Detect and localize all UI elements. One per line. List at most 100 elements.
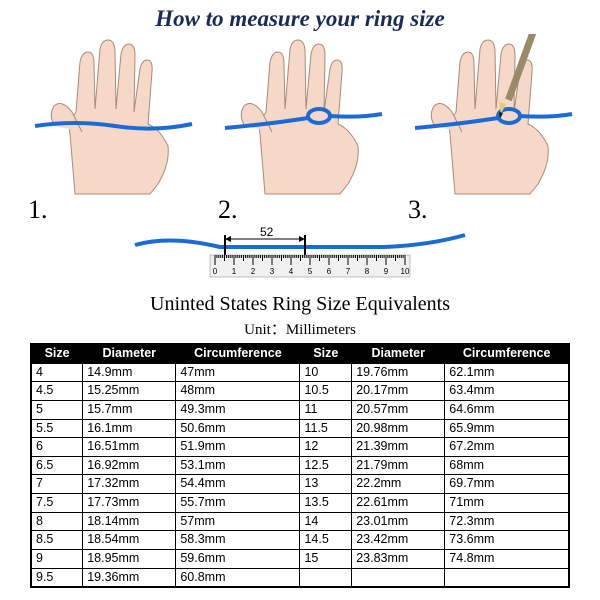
table-cell: 10 [300,363,352,382]
table-cell: 6 [31,438,83,457]
table-cell: 16.92mm [83,456,176,475]
step-3: 3. [400,34,580,229]
table-row: 5.516.1mm50.6mm11.520.98mm65.9mm [31,419,569,438]
table-cell: 68mm [445,456,569,475]
table-title: Uninted States Ring Size Equivalents [0,293,600,316]
table-cell: 19.36mm [83,568,176,587]
step-number-2: 2. [218,195,238,225]
table-cell: 59.6mm [176,549,300,568]
ruler-section: 52 012345678910 [130,227,470,287]
step-number-3: 3. [408,195,428,225]
table-cell: 23.83mm [352,549,445,568]
svg-text:7: 7 [346,267,351,276]
table-cell: 12 [300,438,352,457]
table-cell: 51.9mm [176,438,300,457]
table-cell [352,568,445,587]
svg-text:0: 0 [213,267,218,276]
table-cell: 60.8mm [176,568,300,587]
table-cell: 18.54mm [83,531,176,550]
table-cell: 17.73mm [83,494,176,513]
hand-illustration-2 [210,34,390,199]
table-cell: 20.17mm [352,382,445,401]
table-row: 918.95mm59.6mm1523.83mm74.8mm [31,549,569,568]
table-cell: 14 [300,512,352,531]
table-row: 4.515.25mm48mm10.520.17mm63.4mm [31,382,569,401]
table-body: 414.9mm47mm1019.76mm62.1mm4.515.25mm48mm… [31,363,569,587]
table-cell: 57mm [176,512,300,531]
table-cell: 48mm [176,382,300,401]
table-unit: Unit：Millimeters [0,318,600,339]
table-cell: 9.5 [31,568,83,587]
svg-text:1: 1 [232,267,237,276]
table-cell: 17.32mm [83,475,176,494]
table-row: 7.517.73mm55.7mm13.522.61mm71mm [31,494,569,513]
table-cell: 19.76mm [352,363,445,382]
table-cell: 18.95mm [83,549,176,568]
table-cell: 22.61mm [352,494,445,513]
table-cell: 67.2mm [445,438,569,457]
table-cell: 13.5 [300,494,352,513]
steps-row: 1. 2. [0,32,600,227]
step-2: 2. [210,34,390,229]
table-cell: 14.9mm [83,363,176,382]
table-cell: 63.4mm [445,382,569,401]
table-row: 8.518.54mm58.3mm14.523.42mm73.6mm [31,531,569,550]
table-cell: 12.5 [300,456,352,475]
table-col-header: Size [300,344,352,363]
table-cell: 21.39mm [352,438,445,457]
table-row: 414.9mm47mm1019.76mm62.1mm [31,363,569,382]
table-cell [445,568,569,587]
table-cell: 55.7mm [176,494,300,513]
table-row: 6.516.92mm53.1mm12.521.79mm68mm [31,456,569,475]
step-1: 1. [20,34,200,229]
table-col-header: Diameter [352,344,445,363]
table-cell: 53.1mm [176,456,300,475]
table-cell: 13 [300,475,352,494]
table-cell: 23.42mm [352,531,445,550]
table-cell: 16.51mm [83,438,176,457]
table-header: SizeDiameterCircumferenceSizeDiameterCir… [31,344,569,363]
table-cell: 54.4mm [176,475,300,494]
measurement-label: 52 [260,227,274,239]
table-cell: 47mm [176,363,300,382]
table-cell: 15 [300,549,352,568]
table-cell: 18.14mm [83,512,176,531]
table-cell: 11 [300,400,352,419]
svg-text:9: 9 [384,267,389,276]
hand-illustration-1 [20,34,200,199]
table-cell: 20.98mm [352,419,445,438]
table-cell: 4 [31,363,83,382]
table-col-header: Circumference [176,344,300,363]
table-cell: 58.3mm [176,531,300,550]
table-cell: 5.5 [31,419,83,438]
table-col-header: Diameter [83,344,176,363]
svg-text:3: 3 [270,267,275,276]
table-cell: 7 [31,475,83,494]
table-cell: 8 [31,512,83,531]
step-number-1: 1. [28,195,48,225]
table-cell: 14.5 [300,531,352,550]
table-row: 616.51mm51.9mm1221.39mm67.2mm [31,438,569,457]
table-cell: 21.79mm [352,456,445,475]
table-cell: 50.6mm [176,419,300,438]
table-cell: 10.5 [300,382,352,401]
table-cell: 9 [31,549,83,568]
svg-text:5: 5 [308,267,313,276]
svg-text:2: 2 [251,267,256,276]
svg-text:8: 8 [365,267,370,276]
table-row: 717.32mm54.4mm1322.2mm69.7mm [31,475,569,494]
table-cell: 72.3mm [445,512,569,531]
svg-text:6: 6 [327,267,332,276]
table-cell: 4.5 [31,382,83,401]
ruler-illustration: 52 012345678910 [130,227,470,287]
table-cell: 64.6mm [445,400,569,419]
table-cell: 6.5 [31,456,83,475]
table-cell: 65.9mm [445,419,569,438]
table-col-header: Size [31,344,83,363]
table-cell: 16.1mm [83,419,176,438]
table-cell: 74.8mm [445,549,569,568]
table-row: 818.14mm57mm1423.01mm72.3mm [31,512,569,531]
table-cell: 69.7mm [445,475,569,494]
table-cell: 15.25mm [83,382,176,401]
table-cell: 22.2mm [352,475,445,494]
